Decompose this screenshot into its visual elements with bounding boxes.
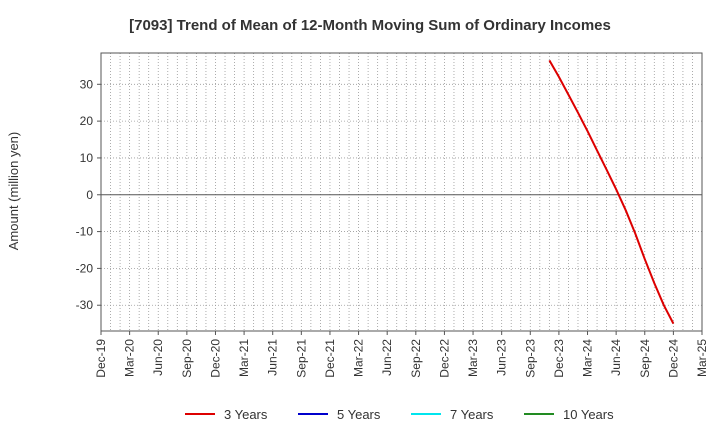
- chart-title: [7093] Trend of Mean of 12-Month Moving …: [129, 17, 611, 34]
- y-tick-label: -20: [76, 261, 94, 275]
- x-tick-label: Mar-23: [466, 339, 480, 377]
- series-layer: [548, 59, 675, 325]
- plot-frame: [100, 52, 703, 332]
- y-tick-label: 10: [80, 151, 94, 165]
- y-tick-label: -10: [76, 225, 94, 239]
- y-tick-label: 20: [80, 114, 94, 128]
- x-tick-label: Jun-21: [266, 339, 280, 376]
- legend-label: 7 Years: [450, 407, 494, 422]
- x-tick-label: Jun-22: [380, 339, 394, 376]
- x-tick-label: Sep-21: [294, 339, 308, 378]
- y-tick-label: 30: [80, 77, 94, 91]
- x-tick-label: Sep-24: [638, 339, 652, 378]
- x-tick-label: Sep-20: [180, 339, 194, 378]
- y-tick-label: -30: [76, 298, 94, 312]
- grid: [101, 53, 702, 331]
- x-tick-label: Mar-21: [237, 339, 251, 377]
- y-tick-label: 0: [86, 188, 93, 202]
- x-tick-label: Dec-23: [552, 339, 566, 378]
- x-tick-label: Dec-22: [437, 339, 451, 378]
- x-tick-label: Sep-23: [523, 339, 537, 378]
- y-axis-label: Amount (million yen): [6, 132, 21, 251]
- x-tick-label: Jun-24: [609, 339, 623, 376]
- x-tick-label: Mar-25: [695, 339, 709, 377]
- x-axis-ticks: Dec-19 Mar-20 Jun-20 Sep-20 Dec-20 Mar-21 Jun-…: [94, 331, 709, 378]
- legend: 3 Years 5 Years 7 Years 10 Years: [185, 407, 614, 422]
- x-tick-label: Mar-22: [352, 339, 366, 377]
- y-axis-ticks: 30 20 10 0 -10 -20 -30: [76, 77, 101, 312]
- legend-label: 10 Years: [563, 407, 614, 422]
- legend-label: 3 Years: [224, 407, 268, 422]
- legend-label: 5 Years: [337, 407, 381, 422]
- x-tick-label: Dec-20: [208, 339, 222, 378]
- x-tick-label: Jun-20: [151, 339, 165, 376]
- x-tick-label: Mar-20: [123, 339, 137, 377]
- x-tick-label: Dec-19: [94, 339, 108, 378]
- x-tick-label: Sep-22: [409, 339, 423, 378]
- x-tick-label: Mar-24: [581, 339, 595, 377]
- x-tick-label: Dec-24: [666, 339, 680, 378]
- x-tick-label: Jun-23: [495, 339, 509, 376]
- x-tick-label: Dec-21: [323, 339, 337, 378]
- series-line-3-years: [548, 59, 675, 325]
